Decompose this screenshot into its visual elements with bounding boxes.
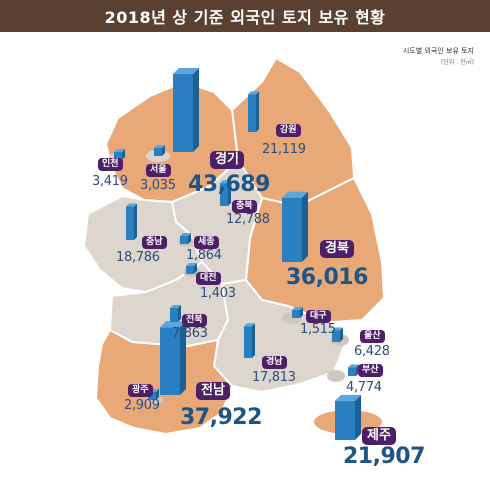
region-label-gyeonggi: 경기 — [210, 151, 244, 169]
region-value-jeju: 21,907 — [343, 444, 425, 469]
bar-top-gyeonggi — [173, 68, 199, 74]
bar-gangwon — [248, 94, 256, 132]
bar-side-chungnam — [134, 203, 137, 240]
bar-side-jeju — [355, 394, 361, 440]
bar-incheon — [114, 152, 122, 160]
region-label-chungbuk: 충북 — [232, 200, 257, 213]
bar-top-gyeongnam — [244, 323, 255, 327]
region-label-busan: 부산 — [358, 364, 383, 377]
bar-top-jeju — [335, 394, 361, 401]
bar-top-gangwon — [248, 91, 259, 95]
region-value-incheon: 3,419 — [92, 174, 128, 189]
region-value-gwangju: 2,909 — [124, 398, 160, 413]
bar-side-chungbuk — [228, 180, 231, 206]
region-value-jeonbuk: 7,863 — [172, 326, 208, 341]
region-value-jeonnam: 37,922 — [180, 405, 262, 430]
region-label-jeonbuk: 전북 — [182, 314, 207, 327]
bar-top-daegu — [292, 307, 303, 310]
bar-daegu — [292, 310, 300, 318]
region-label-gyeongbuk: 경북 — [320, 240, 354, 258]
region-label-chungnam: 충남 — [142, 236, 167, 249]
region-label-jeju: 제주 — [362, 427, 396, 445]
bar-chungnam — [126, 206, 134, 240]
unit-note-line2: (단위 : 천㎡) — [440, 59, 474, 66]
bar-side-gyeonggi — [193, 68, 199, 152]
bar-seoul — [154, 148, 162, 156]
bar-top-sejong — [180, 233, 191, 236]
bar-top-jeonnam — [160, 321, 186, 328]
bar-ulsan — [332, 330, 340, 342]
bar-chungbuk — [220, 183, 228, 206]
region-value-sejong: 1,864 — [186, 248, 222, 263]
unit-note: 시도별 외국인 보유 토지 (단위 : 천㎡) — [354, 46, 474, 68]
bar-side-daejeon — [194, 263, 197, 274]
region-label-ulsan: 울산 — [360, 330, 385, 343]
bar-jeju — [335, 400, 355, 440]
bar-side-seoul — [162, 145, 165, 156]
bar-top-incheon — [114, 149, 125, 152]
bar-gyeongbuk — [282, 197, 302, 262]
bar-top-daejeon — [186, 263, 197, 266]
bar-daejeon — [186, 266, 194, 274]
bar-gyeonggi — [173, 74, 193, 152]
bar-side-gangwon — [256, 91, 259, 132]
bar-top-ulsan — [332, 327, 343, 331]
region-value-daejeon: 1,403 — [200, 286, 236, 301]
bar-side-sejong — [188, 233, 191, 244]
region-label-seoul: 서울 — [146, 164, 171, 177]
bar-top-busan — [348, 364, 359, 368]
region-value-gyeongbuk: 36,016 — [286, 265, 368, 290]
region-label-jeonnam: 전남 — [196, 382, 230, 400]
region-label-gwangju: 광주 — [128, 384, 153, 397]
bar-top-chungnam — [126, 203, 137, 207]
region-value-gangwon: 21,119 — [262, 142, 306, 157]
bar-top-seoul — [154, 145, 165, 148]
page-title: 2018년 상 기준 외국인 토지 보유 현황 — [0, 0, 490, 32]
bar-side-incheon — [122, 149, 125, 160]
region-label-daejeon: 대전 — [196, 272, 221, 285]
region-label-incheon: 인천 — [98, 158, 123, 171]
region-shape-busan — [327, 370, 345, 382]
bar-busan — [348, 367, 356, 376]
bar-side-ulsan — [340, 327, 343, 342]
bar-side-gyeongbuk — [302, 191, 308, 262]
bar-top-gyeongbuk — [282, 191, 308, 198]
region-value-chungnam: 18,786 — [116, 250, 160, 265]
bar-side-daegu — [300, 307, 303, 318]
bar-sejong — [180, 236, 188, 244]
bar-side-jeonbuk — [178, 304, 181, 322]
region-label-daegu: 대구 — [306, 310, 331, 323]
region-label-gangwon: 강원 — [276, 124, 301, 137]
bar-jeonbuk — [170, 307, 178, 322]
unit-note-line1: 시도별 외국인 보유 토지 — [402, 47, 474, 55]
region-label-gyeongnam: 경남 — [262, 356, 287, 369]
bar-gyeongnam — [244, 326, 252, 358]
region-value-gyeongnam: 17,813 — [252, 370, 296, 385]
region-value-gyeonggi: 43,689 — [188, 172, 270, 197]
region-value-seoul: 3,035 — [140, 178, 176, 193]
region-value-ulsan: 6,428 — [354, 344, 390, 359]
region-value-chungbuk: 12,788 — [226, 212, 270, 227]
bar-top-jeonbuk — [170, 304, 181, 308]
bar-side-jeonnam — [180, 321, 186, 395]
bar-side-gyeongnam — [252, 323, 255, 358]
region-value-daegu: 1,515 — [300, 322, 336, 337]
bar-top-chungbuk — [220, 180, 231, 184]
region-label-sejong: 세종 — [194, 236, 219, 249]
bar-jeonnam — [160, 327, 180, 395]
bar-side-gwangju — [156, 389, 159, 400]
bar-gwangju — [148, 392, 156, 400]
region-value-busan: 4,774 — [346, 380, 382, 395]
